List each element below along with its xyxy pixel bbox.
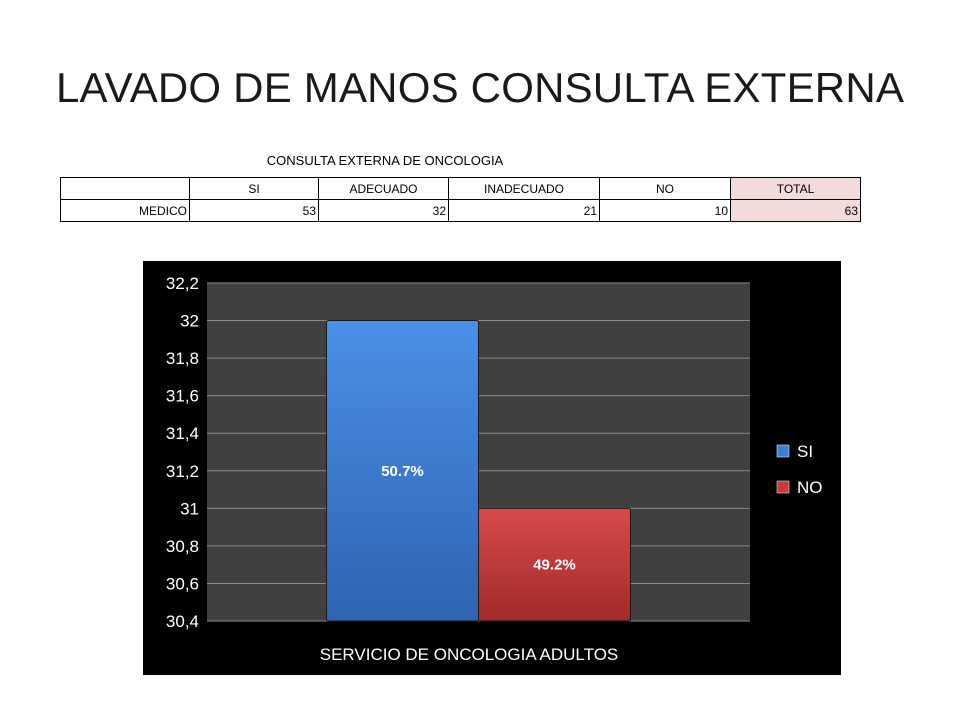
- data-label: 50.7%: [381, 463, 424, 480]
- y-tick-label: 30,8: [166, 537, 199, 556]
- data-label: 49.2%: [533, 557, 576, 574]
- legend-swatch-no: [776, 480, 790, 494]
- header-cell-blank: [60, 177, 190, 200]
- bar-no: [478, 507, 631, 622]
- y-tick-label: 32,2: [166, 274, 199, 293]
- y-tick-label: 30,4: [166, 612, 199, 631]
- table-cell-total: 63: [730, 199, 861, 222]
- x-axis-label: SERVICIO DE ONCOLOGIA ADULTOS: [320, 645, 619, 664]
- table-cell-no: 10: [599, 199, 731, 222]
- y-tick-label: 32: [180, 312, 199, 331]
- bar-si: [326, 320, 479, 622]
- legend-label-si: SI: [797, 442, 813, 461]
- data-labels: 50.7% 49.2%: [381, 463, 576, 574]
- y-tick-label: 31: [180, 499, 199, 518]
- header-cell-si: SI: [189, 177, 319, 200]
- y-tick-label: 31,8: [166, 349, 199, 368]
- legend-swatch-si: [776, 444, 790, 458]
- bars: [326, 320, 631, 622]
- bar-chart: 30,4 30,6 30,8 31 31,2 31,4 31,6 31,8 32 32,2 50.…: [143, 261, 841, 675]
- y-tick-label: 30,6: [166, 574, 199, 593]
- legend: SI NO: [776, 442, 823, 497]
- header-cell-total: TOTAL: [730, 177, 861, 200]
- y-tick-label: 31,2: [166, 462, 199, 481]
- table-row: MEDICO 53 32 21 10 63: [60, 199, 861, 222]
- table-cell-adecuado: 32: [318, 199, 449, 222]
- y-axis-ticks: 30,4 30,6 30,8 31 31,2 31,4 31,6 31,8 32 32,2: [166, 274, 199, 631]
- slide-title: LAVADO DE MANOS CONSULTA EXTERNA: [55, 64, 905, 111]
- data-table: SI ADECUADO INADECUADO NO TOTAL MEDICO 5…: [60, 177, 861, 222]
- y-tick-label: 31,6: [166, 387, 199, 406]
- header-cell-adecuado: ADECUADO: [318, 177, 449, 200]
- table-header-row: SI ADECUADO INADECUADO NO TOTAL: [60, 177, 861, 200]
- header-cell-inadecuado: INADECUADO: [448, 177, 600, 200]
- table-caption: CONSULTA EXTERNA DE ONCOLOGIA: [266, 153, 504, 168]
- header-cell-no: NO: [599, 177, 731, 200]
- y-tick-label: 31,4: [166, 424, 199, 443]
- table-cell-medico: MEDICO: [60, 199, 190, 222]
- legend-label-no: NO: [797, 478, 823, 497]
- table-cell-inadecuado: 21: [448, 199, 600, 222]
- table-cell-si: 53: [189, 199, 319, 222]
